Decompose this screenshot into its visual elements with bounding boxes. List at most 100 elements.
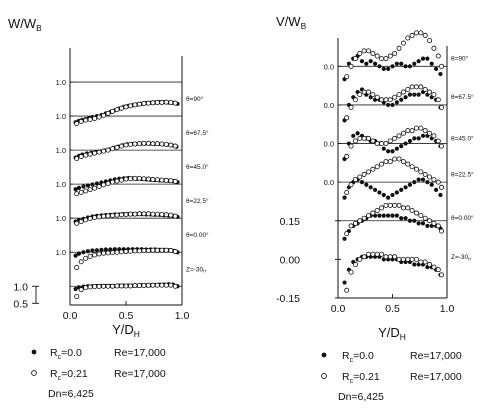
data-point-open xyxy=(427,89,433,95)
data-point-filled xyxy=(394,146,399,151)
data-point-open xyxy=(123,104,129,110)
data-point-open xyxy=(387,159,393,165)
data-point-filled xyxy=(390,149,395,154)
dn-label: Dn=6,425 xyxy=(338,391,384,403)
data-point-open xyxy=(96,184,102,190)
profile-annotation: θ=0.00° xyxy=(186,231,209,239)
data-point-open xyxy=(344,189,350,195)
data-point-filled xyxy=(399,187,404,192)
data-point-open xyxy=(78,189,84,195)
data-point-open xyxy=(344,231,350,237)
data-point-open xyxy=(422,259,428,265)
data-point-open xyxy=(150,282,156,288)
legend-r-sub: c xyxy=(58,354,62,361)
x-tick-label: 0.0 xyxy=(331,303,346,315)
x-axis-label-main: Y/D xyxy=(112,322,134,337)
data-point-filled xyxy=(403,64,408,69)
data-point-open xyxy=(357,135,363,141)
data-point-open xyxy=(439,63,445,69)
data-point-open xyxy=(105,283,111,289)
data-point-open xyxy=(159,99,165,105)
data-point-open xyxy=(92,115,98,121)
data-point-filled xyxy=(403,141,408,146)
data-point-filled xyxy=(368,59,373,64)
data-point-open xyxy=(387,97,393,103)
data-point-filled xyxy=(420,177,426,182)
data-point-open xyxy=(172,249,178,255)
data-point-open xyxy=(413,125,419,131)
data-point-open xyxy=(141,248,147,254)
data-point-open xyxy=(405,86,411,92)
data-point-open xyxy=(159,211,165,217)
x-axis-label-main: Y/D xyxy=(378,325,400,340)
scale-tick-label: 0.00 xyxy=(280,254,301,266)
data-point-filled xyxy=(364,61,369,66)
data-point-open xyxy=(150,141,156,147)
data-point-open xyxy=(357,50,363,56)
profile-annotation-main: Z=-30 xyxy=(186,266,204,273)
data-point-open xyxy=(439,184,445,190)
data-point-open xyxy=(87,284,93,290)
data-point-filled xyxy=(381,192,386,198)
data-point-open xyxy=(431,45,437,51)
data-point-open xyxy=(132,141,138,147)
data-point-open xyxy=(150,247,156,253)
data-point-filled xyxy=(416,92,421,97)
data-point-open xyxy=(374,251,380,257)
data-point-open xyxy=(114,249,120,255)
data-point-open xyxy=(366,213,372,219)
data-point-filled xyxy=(438,71,443,77)
legend-r-label: R xyxy=(342,371,350,383)
data-point-filled xyxy=(390,192,395,198)
data-point-open xyxy=(74,156,80,162)
data-point-open xyxy=(114,144,120,150)
data-point-open xyxy=(74,220,80,226)
data-point-open xyxy=(172,213,178,219)
data-point-open xyxy=(154,99,160,105)
data-point-filled xyxy=(399,61,404,66)
data-point-open xyxy=(370,210,376,216)
data-point-filled xyxy=(355,131,360,136)
data-point-filled xyxy=(399,144,404,149)
data-point-open xyxy=(348,269,354,275)
profile-annotation-main: θ=90° xyxy=(451,55,469,63)
y-axis-label-sub: B xyxy=(36,23,42,33)
data-point-filled xyxy=(85,183,91,188)
data-point-open xyxy=(141,100,147,106)
data-point-open xyxy=(379,141,385,147)
data-point-open xyxy=(159,247,165,253)
data-point-open xyxy=(409,164,415,170)
data-point-open xyxy=(352,177,358,183)
data-point-open xyxy=(150,100,156,106)
y-tick-label: 1.0 xyxy=(56,112,66,121)
legend-r-value: =0.21 xyxy=(353,371,380,383)
data-point-open xyxy=(110,108,116,114)
data-point-open xyxy=(114,283,120,289)
data-point-open xyxy=(400,256,406,262)
profile-annotation-main: θ=22.5° xyxy=(451,170,474,178)
profile-annotation: θ=22.5° xyxy=(451,170,474,178)
data-point-open xyxy=(366,251,372,257)
legend-r-value: =0.21 xyxy=(61,368,88,380)
data-point-open xyxy=(348,63,354,69)
data-point-open xyxy=(344,287,350,293)
data-point-filled xyxy=(90,182,95,187)
y-tick-label: 1.0 xyxy=(56,78,66,87)
data-point-open xyxy=(413,256,419,262)
data-point-filled xyxy=(103,247,108,252)
data-point-open xyxy=(154,141,160,147)
data-point-open xyxy=(392,94,398,100)
data-point-open xyxy=(396,156,402,162)
data-point-open xyxy=(136,211,142,217)
data-point-open xyxy=(405,35,411,41)
data-point-open xyxy=(119,283,125,289)
data-point-open xyxy=(96,149,102,155)
legend-r-sub: c xyxy=(350,378,354,385)
data-point-open xyxy=(422,215,428,221)
scale-tick-label: 0.5 xyxy=(13,298,28,310)
data-point-open xyxy=(409,32,415,38)
data-point-open xyxy=(114,212,120,218)
data-point-open xyxy=(119,212,125,218)
data-point-open xyxy=(154,247,160,253)
